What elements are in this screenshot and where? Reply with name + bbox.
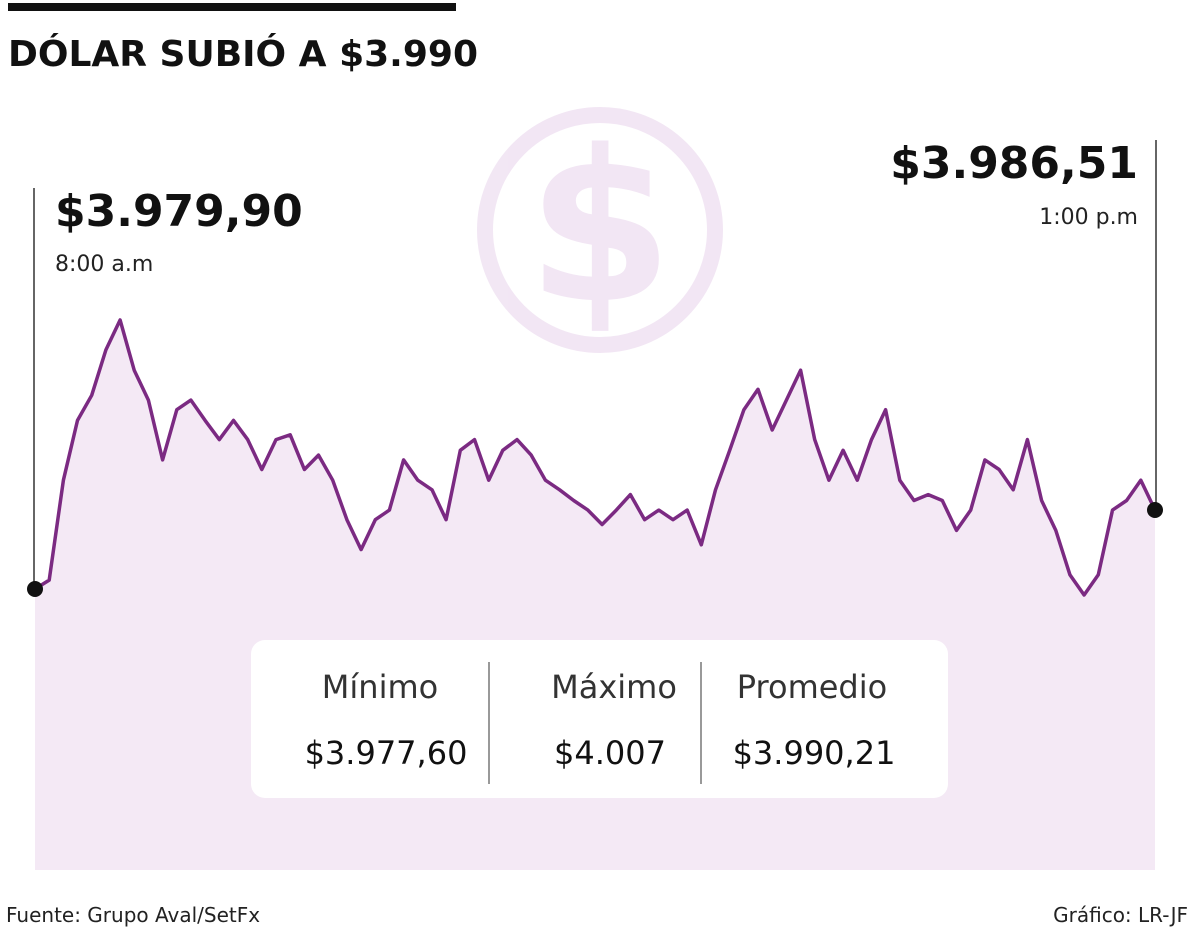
stat-value: $3.990,21 <box>733 734 896 772</box>
end-time: 1:00 p.m <box>1039 205 1138 230</box>
start-time: 8:00 a.m <box>55 252 153 277</box>
line <box>34 318 1157 597</box>
start-dot <box>27 581 43 598</box>
svg-text:$: $ <box>527 105 673 350</box>
stat-name: Máximo <box>551 668 677 706</box>
end-dot <box>1147 501 1163 518</box>
stat-name: Mínimo <box>322 668 438 706</box>
stat-value: $3.977,60 <box>305 734 468 772</box>
stats-box <box>251 640 948 798</box>
credit: Gráfico: LR-JF <box>1053 903 1188 927</box>
end-value: $3.986,51 <box>890 138 1138 189</box>
source: Fuente: Grupo Aval/SetFx <box>6 903 260 927</box>
stat-name: Promedio <box>737 668 887 706</box>
title-bar <box>8 3 456 11</box>
dollar-icon: $ <box>477 105 723 353</box>
start-value: $3.979,90 <box>55 186 303 237</box>
stat-value: $4.007 <box>554 734 666 772</box>
chart-title: DÓLAR SUBIÓ A $3.990 <box>8 33 478 75</box>
